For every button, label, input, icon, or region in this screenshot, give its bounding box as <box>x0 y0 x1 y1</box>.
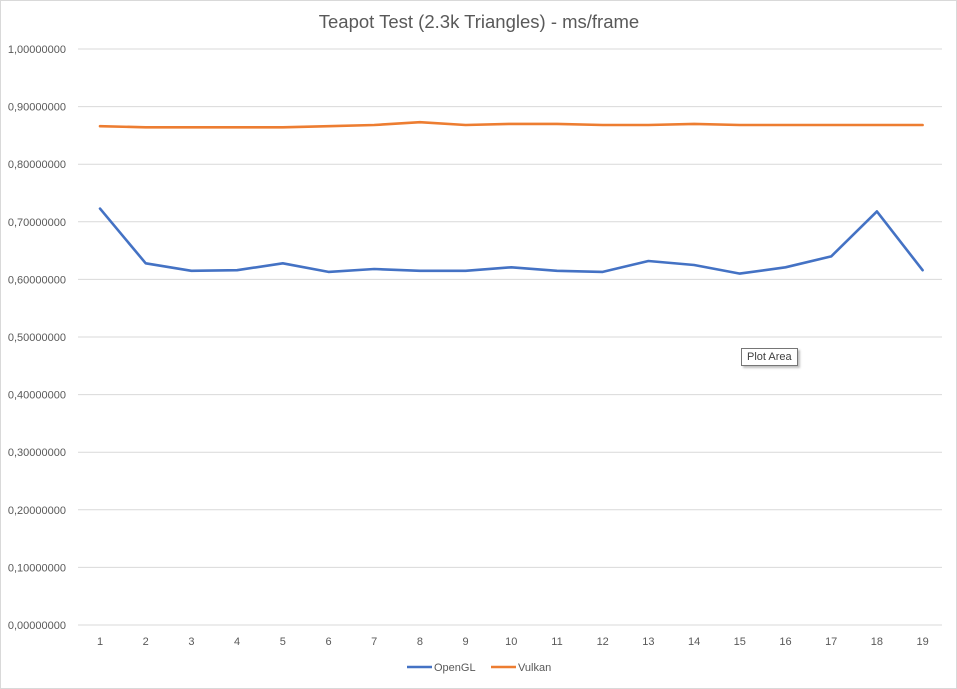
x-tick-label: 2 <box>143 636 149 648</box>
y-tick-label: 0,50000000 <box>8 332 66 344</box>
x-tick-label: 1 <box>97 636 103 648</box>
y-tick-label: 0,80000000 <box>8 159 66 171</box>
x-tick-label: 17 <box>825 636 837 648</box>
x-tick-label: 12 <box>597 636 609 648</box>
x-tick-label: 18 <box>871 636 883 648</box>
y-tick-label: 0,00000000 <box>8 620 66 632</box>
y-tick-label: 0,10000000 <box>8 562 66 574</box>
chart-title: Teapot Test (2.3k Triangles) - ms/frame <box>319 11 639 32</box>
x-tick-label: 6 <box>325 636 331 648</box>
x-tick-label: 11 <box>551 636 562 648</box>
x-tick-label: 9 <box>463 636 469 648</box>
x-tick-label: 3 <box>188 636 194 648</box>
series-lines <box>98 120 924 275</box>
x-tick-label: 8 <box>417 636 423 648</box>
y-tick-label: 0,90000000 <box>8 102 66 114</box>
legend-label-vulkan[interactable]: Vulkan <box>518 662 551 674</box>
y-tick-label: 0,60000000 <box>8 274 66 286</box>
gridlines <box>78 48 942 626</box>
x-tick-label: 4 <box>234 636 240 648</box>
y-tick-label: 0,20000000 <box>8 505 66 517</box>
x-axis-tick-labels: 1 2 3 4 5 6 7 8 9 10 11 12 13 14 15 16 17 18 19 <box>97 636 929 648</box>
x-tick-label: 13 <box>642 636 654 648</box>
plot-area-tooltip: Plot Area <box>741 348 798 366</box>
x-tick-label: 19 <box>916 636 928 648</box>
y-tick-label: 1,00000000 <box>8 44 66 56</box>
x-tick-label: 14 <box>688 636 700 648</box>
x-tick-label: 10 <box>505 636 517 648</box>
x-tick-label: 15 <box>734 636 746 648</box>
series-line-vulkan[interactable] <box>98 120 924 129</box>
legend: OpenGL Vulkan <box>407 662 551 674</box>
y-tick-label: 0,70000000 <box>8 217 66 229</box>
y-axis-tick-labels: 0,00000000 0,10000000 0,20000000 0,30000000… <box>8 44 66 632</box>
x-tick-label: 7 <box>371 636 377 648</box>
x-tick-label: 16 <box>779 636 791 648</box>
y-tick-label: 0,40000000 <box>8 390 66 402</box>
x-tick-label: 5 <box>280 636 286 648</box>
y-tick-label: 0,30000000 <box>8 447 66 459</box>
series-line-opengl[interactable] <box>98 207 924 275</box>
legend-label-opengl[interactable]: OpenGL <box>434 662 476 674</box>
